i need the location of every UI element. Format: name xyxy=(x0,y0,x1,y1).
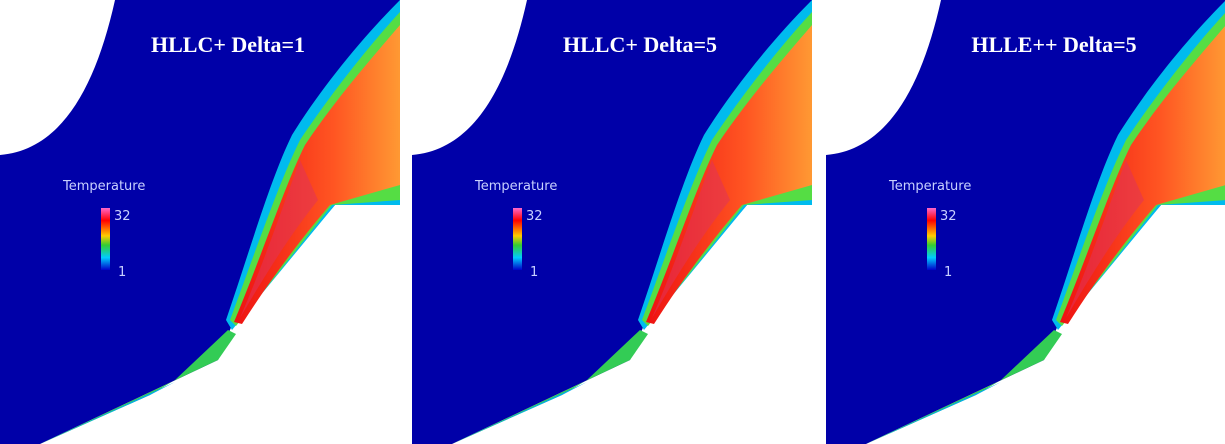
legend-min: 1 xyxy=(944,265,952,280)
flow-domain xyxy=(412,0,812,444)
legend-max: 32 xyxy=(940,209,957,224)
plume-core xyxy=(1066,160,1144,318)
panel-title: HLLC+ Delta=5 xyxy=(563,32,717,57)
legend-title: Temperature xyxy=(474,179,557,194)
nozzle-jet xyxy=(866,330,1062,444)
legend-max: 32 xyxy=(526,209,543,224)
legend-min: 1 xyxy=(118,265,126,280)
nozzle-jet xyxy=(452,330,648,444)
panel: HLLC+ Delta=5 Temperature 32 1 xyxy=(412,0,812,444)
panel: HLLC+ Delta=1 Temperature 32 1 xyxy=(0,0,400,444)
plume-core xyxy=(652,160,730,318)
legend-min: 1 xyxy=(530,265,538,280)
color-bar xyxy=(927,208,936,270)
nozzle-jet-edge xyxy=(40,382,175,444)
panel: HLLE++ Delta=5 Temperature 32 1 xyxy=(826,0,1225,444)
panel-title: HLLC+ Delta=1 xyxy=(151,32,305,57)
color-bar xyxy=(513,208,522,270)
nozzle-jet-edge xyxy=(452,382,587,444)
plume-core xyxy=(240,160,318,318)
nozzle-jet-edge xyxy=(866,382,1001,444)
legend-title: Temperature xyxy=(888,179,971,194)
flow-domain xyxy=(826,0,1225,444)
panel-title: HLLE++ Delta=5 xyxy=(971,32,1136,57)
nozzle-jet xyxy=(40,330,236,444)
legend-max: 32 xyxy=(114,209,131,224)
color-bar xyxy=(101,208,110,270)
flow-domain xyxy=(0,0,400,444)
legend-title: Temperature xyxy=(62,179,145,194)
